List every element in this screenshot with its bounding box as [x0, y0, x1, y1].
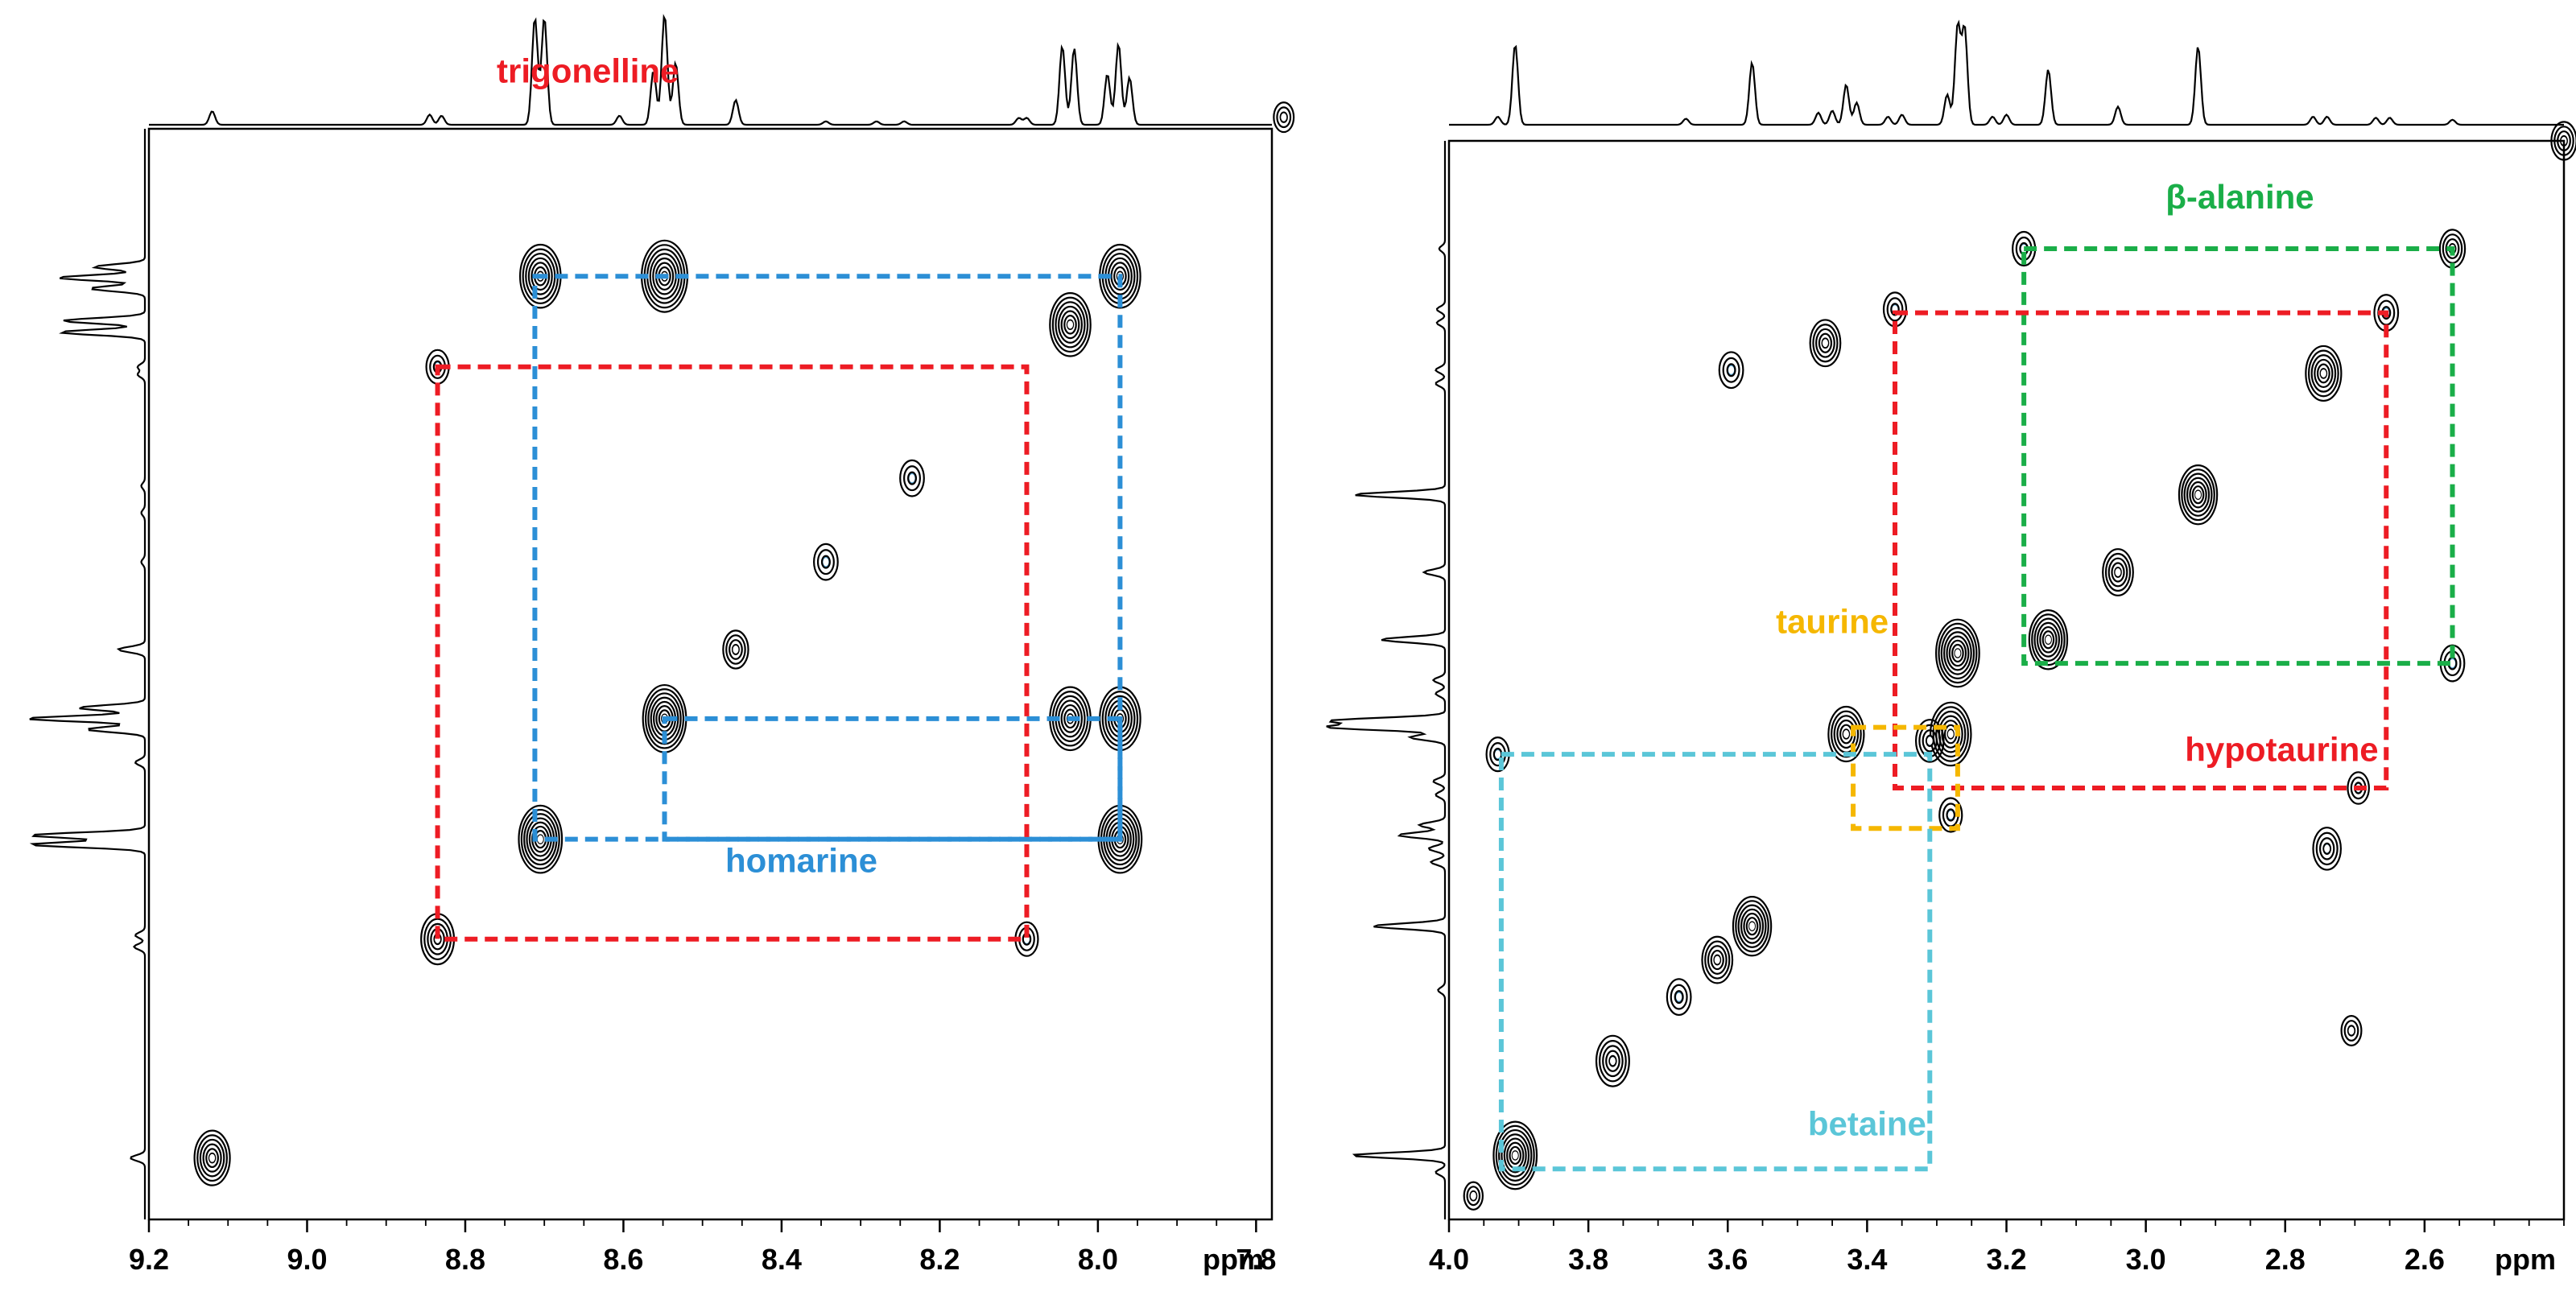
cross-peak: [2305, 345, 2343, 402]
cross-peak: [1809, 319, 1842, 368]
cross-peak: [722, 629, 749, 670]
compound-label: trigonelline: [497, 52, 679, 90]
cross-peak: [1929, 701, 1972, 767]
right-side-projection: [1326, 141, 1447, 1219]
correlation-box: [1851, 724, 1960, 831]
compound-label: β-alanine: [2165, 178, 2314, 216]
x-tick-label: 3.0: [2126, 1243, 2166, 1276]
compound-label: hypotaurine: [2185, 731, 2378, 769]
left-plot-frame: [147, 127, 1274, 1221]
cross-peak: [2312, 827, 2342, 871]
right-top-projection: [1449, 19, 2564, 126]
side-1d-spectrum: [1326, 141, 1447, 1219]
cross-peak: [1701, 935, 1734, 984]
right-x-axis: 4.0 3.8 3.6 3.4 3.2 3.0 2.8 2.6 ppm: [1429, 1219, 2565, 1276]
x-tick-label: 7.8: [1236, 1243, 1276, 1276]
correlation-box: [662, 716, 1123, 842]
cross-peak: [1666, 978, 1692, 1017]
left-correlation-boxes: [435, 274, 1123, 942]
cross-peak: [1492, 1120, 1538, 1190]
x-tick-label: 8.6: [603, 1243, 643, 1276]
cross-peak: [1595, 1034, 1630, 1087]
side-1d-spectrum: [29, 129, 147, 1219]
x-tick-label: 3.4: [1847, 1243, 1887, 1276]
left-side-projection: [29, 129, 147, 1219]
x-tick-label: 3.6: [1707, 1243, 1748, 1276]
cross-peak: [1718, 351, 1744, 390]
right-correlation-boxes: [1498, 246, 2455, 1172]
cross-peak: [2340, 1014, 2363, 1046]
left-top-projection: [149, 14, 1272, 126]
top-1d-spectrum: [1449, 19, 2564, 126]
cross-peak: [1273, 101, 1295, 134]
cross-peak: [1049, 292, 1092, 357]
compound-label: taurine: [1776, 602, 1889, 640]
panel-right: 4.0 3.8 3.6 3.4 3.2 3.0 2.8 2.6 ppm β-alanine hyp…: [1326, 19, 2576, 1276]
cross-peak: [813, 543, 839, 581]
cross-peak: [2178, 464, 2219, 526]
cross-peak: [1463, 1181, 1484, 1211]
left-compound-labels: homarine trigonelline: [497, 52, 877, 880]
x-axis-label: ppm: [1203, 1243, 1264, 1276]
x-tick-label: 3.2: [1986, 1243, 2026, 1276]
x-tick-label: 8.2: [919, 1243, 960, 1276]
correlation-box: [1893, 310, 2389, 790]
x-tick-label: 4.0: [1429, 1243, 1469, 1276]
cross-peak: [193, 1129, 231, 1186]
right-compound-labels: β-alanine hypotaurine taurine betaine: [1776, 178, 2379, 1143]
cross-peak: [1914, 719, 1945, 763]
x-tick-label: 8.4: [762, 1243, 802, 1276]
x-tick-label: 3.8: [1568, 1243, 1608, 1276]
x-tick-label: 2.6: [2405, 1243, 2445, 1276]
x-tick-label: 8.8: [445, 1243, 485, 1276]
correlation-box: [1498, 752, 1933, 1172]
cross-peak: [1732, 895, 1773, 957]
right-cross-peaks: [1463, 121, 2576, 1211]
correlation-box: [2021, 246, 2455, 666]
compound-label: betaine: [1808, 1104, 1926, 1142]
cross-peak: [899, 459, 925, 497]
x-axis-label: ppm: [2495, 1243, 2556, 1276]
x-tick-label: 9.0: [287, 1243, 327, 1276]
x-tick-label: 9.2: [129, 1243, 169, 1276]
x-tick-label: 2.8: [2265, 1243, 2306, 1276]
correlation-box: [435, 364, 1030, 942]
cross-peak: [2102, 548, 2134, 596]
x-tick-label: 8.0: [1078, 1243, 1118, 1276]
cross-peak: [2028, 609, 2069, 670]
cross-peak: [1935, 618, 1980, 688]
compound-label: homarine: [725, 842, 877, 880]
top-1d-spectrum: [149, 14, 1272, 126]
